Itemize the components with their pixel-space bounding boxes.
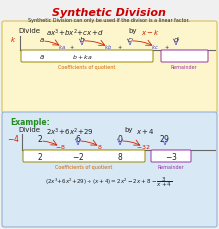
Text: $-3$: $-3$ bbox=[165, 151, 177, 162]
Text: Remainder: Remainder bbox=[171, 65, 197, 70]
Text: Example:: Example: bbox=[10, 117, 50, 126]
Text: $x+4$: $x+4$ bbox=[136, 126, 155, 135]
FancyBboxPatch shape bbox=[2, 22, 217, 114]
Text: $6$: $6$ bbox=[75, 133, 81, 144]
Text: $2x^3\!+\!6x^2\!+\!29$: $2x^3\!+\!6x^2\!+\!29$ bbox=[46, 126, 94, 138]
Text: Divide: Divide bbox=[18, 126, 40, 132]
Text: $-4$: $-4$ bbox=[7, 133, 19, 144]
Text: $d$: $d$ bbox=[173, 35, 179, 44]
Text: $ka$: $ka$ bbox=[58, 43, 66, 51]
Text: $-32$: $-32$ bbox=[136, 142, 150, 150]
Text: $k$: $k$ bbox=[10, 35, 16, 44]
FancyBboxPatch shape bbox=[2, 112, 217, 227]
Text: $8$: $8$ bbox=[97, 142, 103, 150]
Text: $x-k$: $x-k$ bbox=[141, 28, 160, 37]
Text: $29$: $29$ bbox=[159, 133, 171, 144]
Text: $+$: $+$ bbox=[69, 43, 75, 51]
Text: $-2$: $-2$ bbox=[72, 151, 84, 162]
Text: $2$: $2$ bbox=[37, 133, 43, 144]
Text: $2$: $2$ bbox=[37, 151, 43, 162]
Text: $b$: $b$ bbox=[79, 35, 85, 44]
Text: Synthetic Division can only be used if the divisor is a linear factor.: Synthetic Division can only be used if t… bbox=[28, 18, 190, 23]
Text: $+$: $+$ bbox=[117, 43, 123, 51]
Text: Coefficients of quotient: Coefficients of quotient bbox=[58, 65, 116, 70]
Text: Synthetic Division: Synthetic Division bbox=[52, 8, 166, 18]
Text: by: by bbox=[128, 28, 136, 34]
FancyBboxPatch shape bbox=[151, 150, 191, 162]
Text: $ax^3\!+\!bx^2\!+\!cx\!+\!d$: $ax^3\!+\!bx^2\!+\!cx\!+\!d$ bbox=[46, 28, 104, 39]
Text: Coefficients of quotient: Coefficients of quotient bbox=[55, 164, 113, 169]
Text: $8$: $8$ bbox=[117, 151, 123, 162]
FancyBboxPatch shape bbox=[21, 51, 153, 63]
Text: $a$: $a$ bbox=[39, 36, 45, 44]
Text: $c$: $c$ bbox=[127, 36, 133, 44]
Text: $kc$: $kc$ bbox=[151, 43, 159, 51]
Text: $b+ka$: $b+ka$ bbox=[72, 53, 92, 61]
FancyBboxPatch shape bbox=[161, 51, 208, 63]
Text: $kb$: $kb$ bbox=[104, 43, 112, 51]
Text: Divide: Divide bbox=[18, 28, 40, 34]
FancyBboxPatch shape bbox=[23, 150, 145, 162]
Text: $-8$: $-8$ bbox=[55, 142, 65, 150]
Text: $0$: $0$ bbox=[117, 133, 123, 144]
Text: $a$: $a$ bbox=[39, 53, 45, 61]
Text: $(2x^3\!+\!6x^2\!+\!29)\div(x+4)=2x^2-2x+8-\dfrac{3}{x+4}$: $(2x^3\!+\!6x^2\!+\!29)\div(x+4)=2x^2-2x… bbox=[45, 174, 173, 188]
Text: by: by bbox=[124, 126, 132, 132]
Text: $+$: $+$ bbox=[164, 43, 170, 51]
Text: Remainder: Remainder bbox=[158, 164, 184, 169]
